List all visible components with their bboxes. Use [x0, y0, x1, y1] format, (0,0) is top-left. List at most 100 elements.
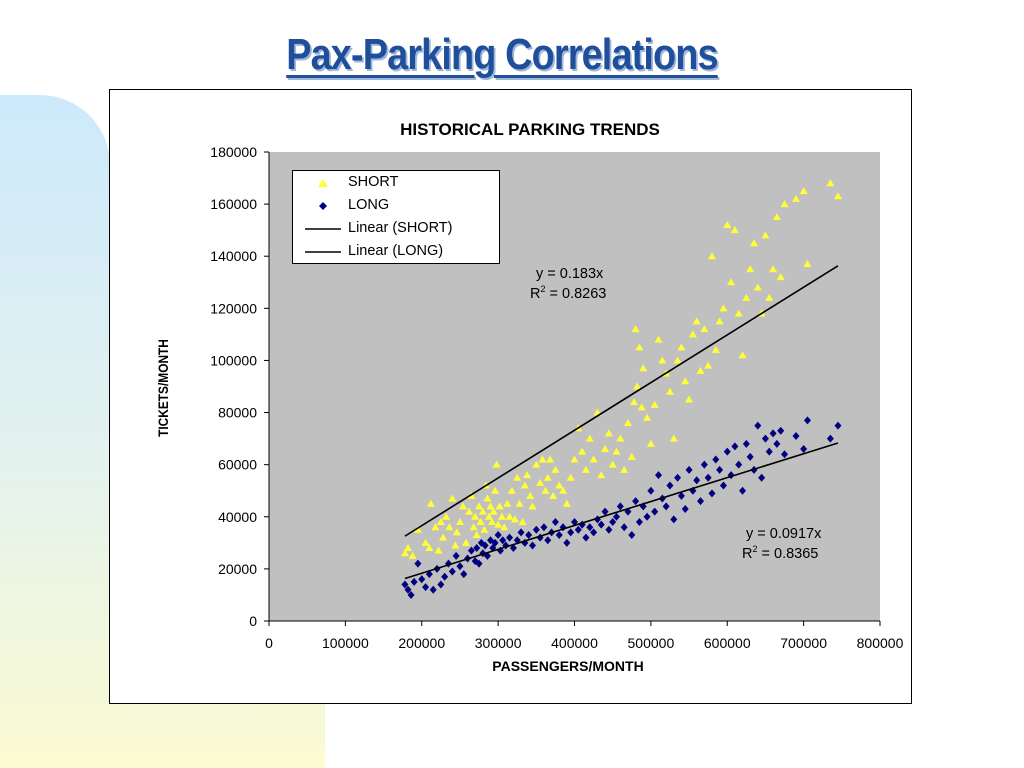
trendline-long: [404, 442, 839, 580]
short-data-point: [608, 460, 617, 468]
long-data-point: [429, 585, 437, 594]
short-data-point: [526, 491, 535, 499]
chart-legend: SHORT LONG Linear (SHORT) Linear (LONG): [292, 170, 500, 264]
trendlines: [404, 265, 839, 580]
short-data-point: [551, 465, 560, 473]
short-data-point: [746, 265, 755, 273]
long-data-point: [590, 528, 598, 537]
long-data-point: [418, 575, 426, 584]
long-data-point: [574, 525, 582, 534]
short-data-point: [562, 499, 571, 507]
long-data-point: [674, 473, 682, 482]
short-data-point: [696, 366, 705, 374]
short-data-point: [620, 465, 629, 473]
short-data-point: [515, 499, 524, 507]
long-data-point: [719, 481, 727, 490]
long-data-point: [708, 489, 716, 498]
short-data-point: [439, 533, 448, 541]
short-data-point: [753, 283, 762, 291]
short-data-point: [780, 200, 789, 208]
short-data-point: [597, 471, 606, 479]
short-data-point: [826, 179, 835, 187]
long-data-point: [765, 447, 773, 456]
short-data-point: [581, 465, 590, 473]
short-data-point: [765, 293, 774, 301]
short-data-point: [484, 512, 493, 520]
short-data-point: [637, 403, 646, 411]
long-data-point: [467, 546, 475, 555]
long-data-point: [460, 570, 468, 579]
y-tick-label: 0: [249, 613, 257, 629]
y-tick-label: 60000: [218, 457, 257, 473]
short-data-point: [442, 512, 451, 520]
trendline-equation-short: y = 0.183x R2 = 0.8263: [530, 264, 606, 304]
short-data-point: [541, 486, 550, 494]
slide-title: Pax-Parking Correlations: [286, 30, 718, 79]
short-data-point: [455, 517, 464, 525]
short-data-point: [476, 517, 485, 525]
long-data-point: [404, 585, 412, 594]
long-data-point: [677, 491, 685, 500]
short-data-point: [445, 523, 454, 531]
long-data-point: [407, 590, 415, 599]
long-data-point: [803, 416, 811, 425]
long-data-point: [761, 434, 769, 443]
short-data-point: [688, 330, 697, 338]
short-data-point: [566, 473, 575, 481]
long-data-point: [540, 523, 548, 532]
line-marker-icon: [305, 228, 341, 230]
x-tick-label: 400000: [551, 635, 598, 651]
long-data-point: [777, 426, 785, 435]
short-data-point: [436, 517, 445, 525]
short-data-point: [510, 515, 519, 523]
equation-short: y = 0.183x: [536, 266, 604, 282]
short-data-point: [604, 429, 613, 437]
short-data-point: [458, 502, 467, 510]
short-data-point: [719, 304, 728, 312]
short-data-point: [630, 398, 639, 406]
short-data-point: [639, 364, 648, 372]
short-data-point: [833, 192, 842, 200]
long-data-point: [571, 517, 578, 526]
short-data-point: [612, 447, 621, 455]
short-data-point: [469, 523, 478, 531]
long-data-point: [456, 562, 464, 571]
trendline-equation-long: y = 0.0917x R2 = 0.8365: [742, 524, 821, 564]
short-data-point: [803, 260, 812, 268]
long-data-point: [769, 429, 777, 438]
long-data-point: [475, 559, 483, 568]
short-data-point: [742, 293, 751, 301]
short-data-point: [421, 538, 430, 546]
short-data-point: [400, 549, 409, 557]
short-data-point: [555, 481, 564, 489]
short-data-point: [448, 494, 457, 502]
scatter-chart: HISTORICAL PARKING TRENDS 0 20000 40000 600…: [155, 120, 904, 674]
short-data-point: [627, 452, 636, 460]
short-data-point: [776, 273, 785, 281]
equation-long: y = 0.0917x: [746, 526, 822, 542]
long-data-point: [635, 517, 643, 526]
y-tick-label: 40000: [218, 509, 257, 525]
line-marker-icon: [305, 251, 341, 253]
long-data-point: [582, 533, 590, 542]
short-data-point: [505, 512, 514, 520]
y-tick-label: 140000: [210, 248, 257, 264]
axes: 0 20000 40000 60000 80000 100000 120000 140000 1…: [210, 144, 903, 651]
short-data-point: [426, 499, 435, 507]
x-tick-label: 700000: [780, 635, 827, 651]
long-data-point: [494, 531, 502, 540]
legend-label-linear-short: Linear (SHORT): [348, 220, 453, 236]
x-tick-label: 600000: [704, 635, 751, 651]
long-data-point: [609, 517, 617, 526]
long-data-point: [551, 517, 559, 526]
long-data-point: [586, 523, 594, 532]
long-data-point: [422, 583, 430, 592]
short-data-point: [631, 325, 640, 333]
short-data-point: [543, 473, 552, 481]
short-data-point: [489, 507, 498, 515]
y-tick-label: 20000: [218, 561, 257, 577]
short-data-point: [727, 278, 736, 286]
short-data-point: [772, 213, 781, 221]
long-data-point: [620, 523, 628, 532]
short-data-point: [538, 455, 547, 463]
